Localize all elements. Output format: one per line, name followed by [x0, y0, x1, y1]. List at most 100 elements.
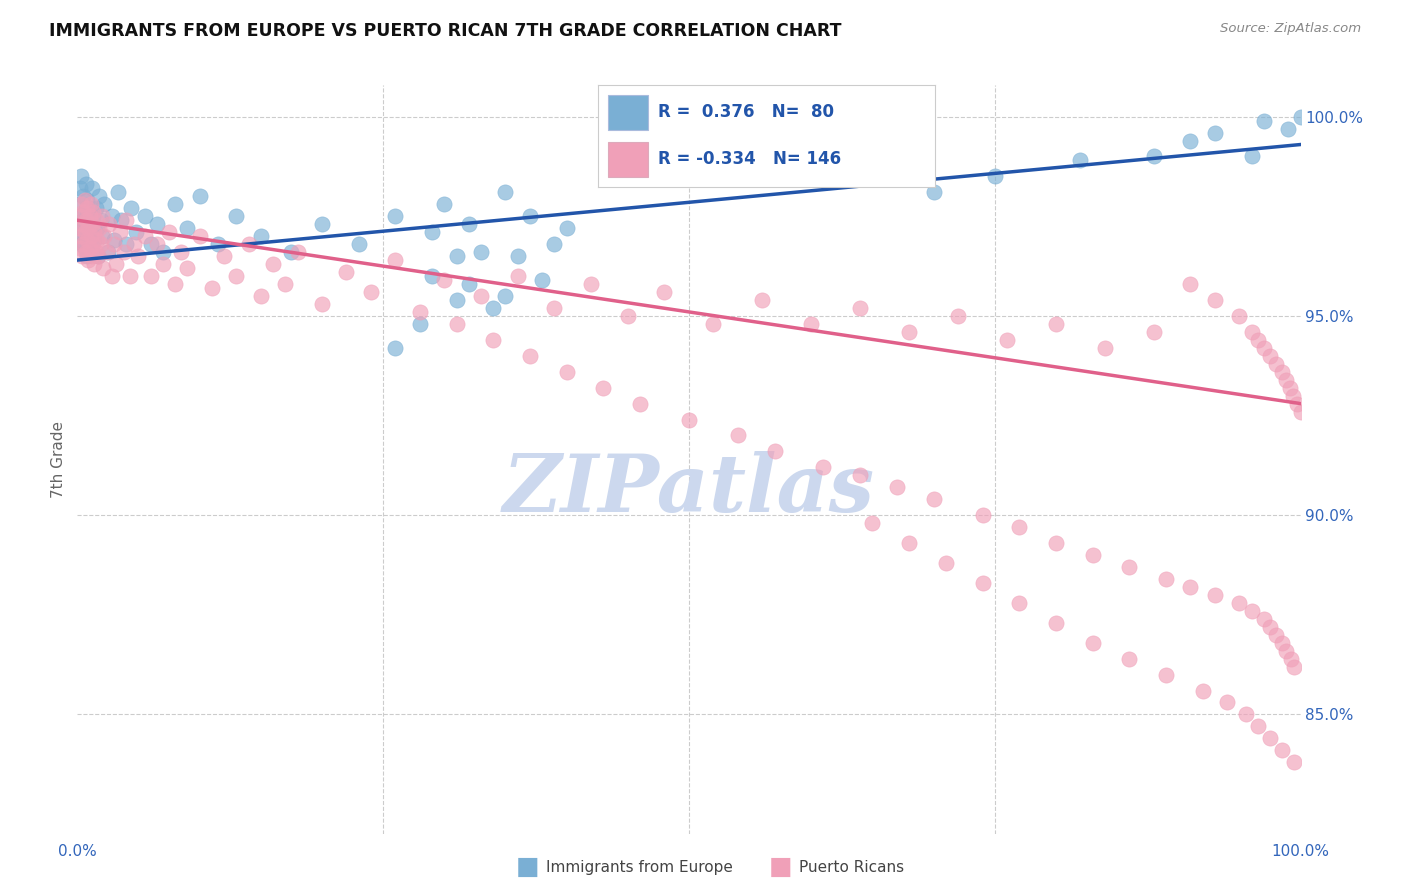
Point: [409, 305, 432, 319]
Point: [96, 245, 118, 260]
Point: [1045, 317, 1067, 331]
Point: [146, 237, 169, 252]
Point: [935, 556, 957, 570]
Point: [495, 186, 517, 200]
Point: [110, 213, 132, 227]
Point: [849, 468, 872, 483]
Point: [207, 237, 229, 252]
Point: [250, 289, 273, 303]
Point: [118, 268, 141, 283]
Point: [89, 221, 111, 235]
Point: [1204, 588, 1226, 602]
Point: [146, 217, 169, 231]
Point: [922, 186, 945, 200]
Point: [69, 209, 91, 223]
Point: [262, 257, 284, 271]
Point: [751, 293, 773, 307]
Point: [654, 285, 676, 299]
Point: [73, 241, 96, 255]
Point: [86, 221, 108, 235]
Point: [120, 202, 142, 216]
Point: [250, 229, 273, 244]
Point: [1275, 373, 1298, 387]
Text: ■: ■: [769, 855, 792, 879]
Point: [1180, 277, 1202, 291]
Point: [1289, 404, 1312, 418]
Point: [495, 289, 517, 303]
Point: [1008, 520, 1031, 534]
Point: [1240, 149, 1263, 163]
Point: [1154, 572, 1177, 586]
Point: [76, 249, 98, 263]
Point: [1277, 121, 1299, 136]
Point: [127, 249, 149, 263]
Y-axis label: 7th Grade: 7th Grade: [51, 421, 66, 498]
Point: [103, 237, 125, 252]
Point: [1069, 153, 1091, 168]
Text: Immigrants from Europe: Immigrants from Europe: [546, 860, 733, 874]
Point: [70, 229, 93, 244]
Point: [1081, 636, 1104, 650]
Point: [82, 205, 104, 219]
Point: [1271, 743, 1294, 757]
Point: [1081, 548, 1104, 562]
Point: [84, 202, 107, 216]
Point: [152, 245, 174, 260]
Point: [1253, 341, 1275, 355]
Point: [75, 213, 97, 227]
Point: [506, 249, 529, 263]
Point: [165, 277, 187, 291]
Point: [1285, 396, 1308, 410]
Point: [347, 237, 370, 252]
Text: ■: ■: [516, 855, 538, 879]
Point: [84, 245, 107, 260]
Point: [1284, 756, 1306, 770]
Point: [420, 268, 443, 283]
Point: [125, 225, 148, 239]
Point: [1275, 643, 1298, 657]
Point: [79, 241, 101, 255]
Point: [972, 576, 994, 591]
Point: [79, 202, 101, 216]
Point: [1143, 149, 1166, 163]
Point: [107, 186, 129, 200]
Point: [543, 237, 565, 252]
Point: [93, 197, 115, 211]
Point: [70, 217, 93, 231]
Point: [157, 225, 180, 239]
Bar: [607, 142, 648, 177]
Point: [1204, 293, 1226, 307]
Point: [592, 381, 614, 395]
Point: [384, 253, 406, 268]
Point: [1229, 309, 1251, 323]
Point: [702, 317, 724, 331]
Text: Source: ZipAtlas.com: Source: ZipAtlas.com: [1220, 22, 1361, 36]
Point: [1118, 560, 1140, 574]
Point: [91, 261, 114, 276]
Point: [77, 221, 100, 235]
Point: [898, 325, 921, 339]
Point: [1045, 615, 1067, 630]
Point: [555, 221, 578, 235]
Point: [75, 229, 97, 244]
Point: [103, 233, 125, 247]
Point: [77, 217, 100, 231]
Point: [1284, 659, 1306, 673]
Point: [446, 317, 468, 331]
Point: [446, 293, 468, 307]
Point: [115, 237, 138, 252]
Point: [555, 365, 578, 379]
Point: [763, 444, 786, 458]
Point: [543, 301, 565, 315]
Point: [69, 181, 91, 195]
Point: [93, 229, 115, 244]
Point: [274, 277, 297, 291]
Point: [82, 237, 104, 252]
Point: [1180, 134, 1202, 148]
Point: [100, 209, 122, 223]
Point: [108, 225, 131, 239]
Point: [83, 257, 105, 271]
Point: [122, 237, 145, 252]
Point: [1278, 381, 1301, 395]
Point: [470, 245, 492, 260]
